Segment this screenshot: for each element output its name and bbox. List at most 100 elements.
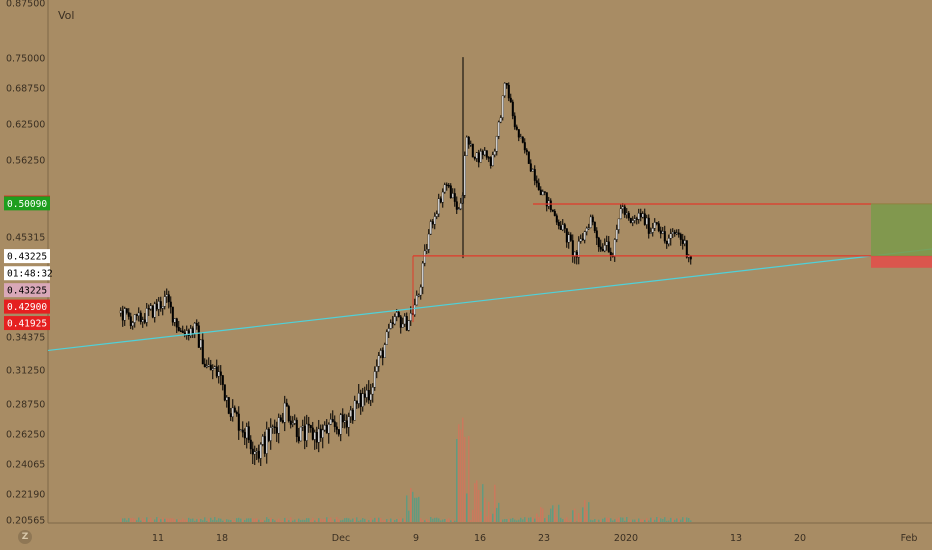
volume-bar — [410, 488, 412, 522]
volume-bar — [386, 519, 388, 522]
volume-bar — [382, 520, 384, 522]
volume-bar — [192, 518, 194, 522]
volume-bar — [380, 517, 382, 522]
candle-body — [617, 218, 620, 230]
candle-body — [637, 212, 640, 220]
candle-body — [465, 136, 468, 156]
volume-bar — [474, 483, 476, 522]
trendline — [47, 248, 932, 352]
volume-bar — [310, 519, 312, 522]
candle-body — [455, 201, 458, 210]
volume-bar — [540, 507, 542, 522]
logo-icon[interactable]: Z — [18, 530, 32, 544]
candle-body — [545, 192, 548, 207]
candle-body — [539, 189, 542, 196]
candle-body — [581, 238, 584, 241]
candle-body — [131, 322, 134, 327]
volume-bar — [388, 520, 390, 522]
candle-body — [487, 157, 490, 159]
candle-body — [285, 402, 288, 407]
candle-body — [171, 306, 174, 323]
candle-body — [243, 432, 246, 439]
candle-body — [515, 126, 518, 130]
volume-bar — [670, 517, 672, 522]
candle-body — [281, 420, 284, 423]
candle-body — [509, 97, 512, 103]
candle-body — [563, 224, 566, 229]
candle-body — [481, 151, 484, 156]
volume-bar — [152, 520, 154, 522]
candle-body — [627, 212, 630, 219]
volume-bar — [178, 519, 180, 522]
candle-body — [405, 316, 408, 331]
volume-bar — [334, 519, 336, 522]
x-tick-label: 20 — [794, 533, 806, 544]
volume-bar — [644, 519, 646, 522]
candle-body — [519, 136, 522, 139]
candle-body — [593, 221, 596, 231]
candle-body — [579, 238, 582, 242]
candle-body — [457, 208, 460, 211]
volume-bar — [534, 518, 536, 522]
volume-bar — [210, 517, 212, 522]
candle-body — [123, 308, 126, 321]
volume-bar — [256, 518, 258, 522]
volume-bar — [436, 517, 438, 522]
candle-body — [625, 212, 628, 215]
candle-body — [229, 413, 232, 418]
volume-bar — [592, 520, 594, 522]
volume-bar — [504, 519, 506, 522]
candle-body — [341, 414, 344, 423]
candle-body — [227, 397, 230, 414]
candle-body — [403, 316, 406, 325]
y-tick-label: 0.31250 — [6, 366, 45, 377]
volume-bar — [594, 519, 596, 522]
candle-body — [215, 366, 218, 377]
candle-body — [237, 413, 240, 431]
candle-body — [359, 392, 362, 407]
volume-bar — [640, 519, 642, 522]
candle-body — [449, 185, 452, 199]
volume-bar — [676, 518, 678, 522]
volume-bar — [612, 520, 614, 522]
candle-body — [313, 432, 316, 440]
candle-body — [327, 424, 330, 434]
candle-body — [605, 241, 608, 246]
volume-bar — [316, 519, 318, 522]
candle-body — [599, 246, 602, 250]
candle-body — [629, 217, 632, 223]
y-tick-label: 0.75000 — [6, 54, 45, 65]
volume-bar — [324, 518, 326, 522]
volume-bar — [414, 497, 416, 522]
candle-body — [125, 308, 128, 313]
volume-bar — [138, 517, 140, 522]
candle-body — [669, 233, 672, 239]
candle-body — [185, 330, 188, 336]
volume-bar — [674, 519, 676, 522]
y-tick-label: 0.26250 — [6, 430, 45, 441]
candle-body — [337, 429, 340, 435]
candle-body — [557, 222, 560, 226]
candle-body — [477, 152, 480, 163]
volume-bar — [336, 517, 338, 522]
volume-bar — [660, 518, 662, 522]
candle-body — [249, 439, 252, 450]
volume-bar — [430, 517, 432, 522]
candle-body — [667, 238, 670, 245]
candle-body — [543, 191, 546, 193]
volume-bar — [620, 517, 622, 522]
volume-bar — [566, 517, 568, 522]
candle-body — [375, 366, 378, 372]
candle-body — [511, 101, 514, 117]
volume-bar — [168, 518, 170, 522]
volume-bar — [288, 520, 290, 522]
candle-body — [159, 301, 162, 309]
candle-body — [369, 393, 372, 401]
volume-bar — [606, 517, 608, 522]
candle-body — [381, 350, 384, 358]
candle-body — [323, 424, 326, 431]
volume-bar — [220, 518, 222, 522]
volume-bar — [230, 520, 232, 522]
volume-bar — [216, 520, 218, 522]
